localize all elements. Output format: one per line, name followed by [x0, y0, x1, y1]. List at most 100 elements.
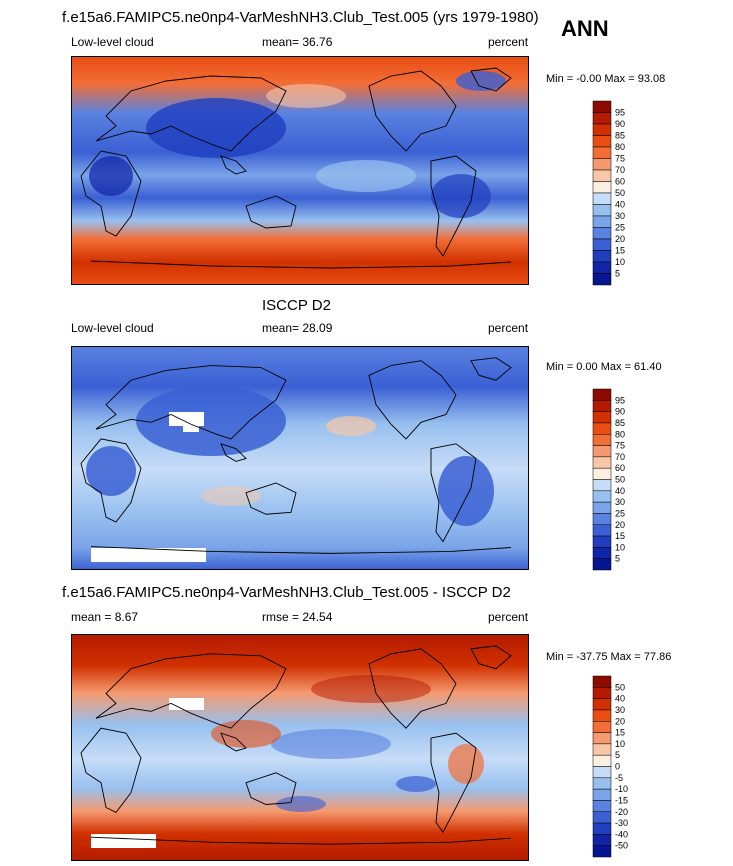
coastline — [471, 68, 511, 91]
panel-3-map — [71, 634, 529, 861]
colorbar-swatch — [592, 822, 612, 835]
colorbar-tick-label: 0 — [615, 762, 620, 772]
coastline — [431, 444, 476, 542]
coastline — [431, 733, 476, 832]
colorbar-tick-label: 40 — [615, 486, 625, 496]
coastline — [369, 649, 456, 728]
colorbar-swatch — [592, 434, 612, 446]
coastline — [221, 156, 246, 174]
panel-3-mean-label: mean = 8.67 — [71, 610, 139, 624]
colorbar-tick-label: 5 — [615, 269, 620, 279]
panel-3-units-label: percent — [488, 610, 529, 624]
colorbar-swatch — [592, 192, 612, 205]
colorbar-swatch — [592, 123, 612, 136]
coastline — [91, 837, 511, 844]
coastline — [471, 646, 511, 669]
colorbar-swatch — [592, 400, 612, 412]
colorbar-tick-label: 30 — [615, 211, 625, 221]
coastline — [96, 76, 286, 151]
colorbar-tick-label: 75 — [615, 441, 625, 451]
colorbar-swatch — [592, 422, 612, 435]
coastline — [81, 439, 141, 522]
coastline — [96, 654, 286, 728]
colorbar-tick-label: 10 — [615, 739, 625, 749]
colorbar-tick-label: 80 — [615, 429, 625, 439]
coastline — [246, 196, 296, 228]
colorbar-tick-label: 95 — [615, 108, 625, 118]
colorbar-swatch — [592, 754, 612, 767]
colorbar-swatch — [592, 261, 612, 274]
colorbar-swatch — [592, 490, 612, 503]
coastline — [369, 361, 456, 439]
colorbar-tick-label: 70 — [615, 165, 625, 175]
colorbar-tick-label: 90 — [615, 119, 625, 129]
colorbar-tick-label: -20 — [615, 807, 628, 817]
coastline — [221, 733, 246, 751]
colorbar-swatch — [592, 112, 612, 125]
colorbar-tick-label: 5 — [615, 554, 620, 564]
colorbar-swatch — [592, 479, 612, 492]
colorbar-tick-label: 95 — [615, 395, 625, 405]
panel-3-minmax-label: Min = -37.75 Max = 77.86 — [546, 651, 672, 663]
colorbar-tick-label: 85 — [615, 131, 625, 141]
colorbar-tick-label: 20 — [615, 520, 625, 530]
colorbar-swatch — [592, 204, 612, 217]
colorbar-tick-label: 75 — [615, 154, 625, 164]
colorbar-swatch — [592, 535, 612, 548]
colorbar-swatch — [592, 721, 612, 733]
colorbar-swatch — [592, 181, 612, 194]
panel-2-variable-label: Low-level cloud — [71, 321, 154, 335]
panel-1-coastlines — [81, 68, 511, 268]
colorbar-tick-label: 30 — [615, 497, 625, 507]
colorbar-tick-label: 60 — [615, 463, 625, 473]
colorbar-tick-label: -30 — [615, 818, 628, 828]
colorbar-swatch — [592, 135, 612, 148]
panel-2-units-label: percent — [488, 321, 529, 335]
colorbar-tick-label: 15 — [615, 531, 625, 541]
colorbar-swatch — [592, 547, 612, 559]
panel-2-mean-label: mean= 28.09 — [262, 321, 333, 335]
colorbar-tick-label: 50 — [615, 475, 625, 485]
panel-1-field-features — [89, 71, 506, 218]
panel-3-rmse-label: rmse = 24.54 — [262, 610, 333, 624]
colorbar-swatch — [592, 158, 612, 171]
colorbar-swatch — [592, 227, 612, 240]
colorbar-tick-label: -5 — [615, 773, 623, 783]
colorbar-swatch — [592, 766, 612, 779]
coastline — [246, 773, 296, 805]
colorbar-swatch — [592, 411, 612, 424]
coastline — [471, 358, 511, 380]
colorbar-swatch — [592, 146, 612, 159]
coastline — [246, 483, 296, 514]
colorbar-tick-label: -50 — [615, 841, 628, 851]
coastline — [369, 71, 456, 151]
colorbar-swatch — [592, 675, 612, 688]
colorbar-tick-label: -15 — [615, 795, 628, 805]
colorbar-swatch — [592, 273, 612, 286]
coastline — [81, 728, 141, 812]
colorbar-swatch — [592, 788, 612, 801]
colorbar-tick-label: 20 — [615, 234, 625, 244]
panel-2-field-features — [86, 386, 494, 526]
season-label: ANN — [561, 16, 609, 41]
colorbar-swatch — [592, 445, 612, 458]
colorbar-swatch — [592, 388, 612, 401]
colorbar-tick-label: 90 — [615, 407, 625, 417]
colorbar-swatch — [592, 687, 612, 699]
panel-1-units-label: percent — [488, 35, 529, 49]
colorbar-swatch — [592, 250, 612, 263]
colorbar-tick-label: -40 — [615, 829, 628, 839]
colorbar-tick-label: 80 — [615, 142, 625, 152]
colorbar-tick-label: 40 — [615, 200, 625, 210]
panel-2-field — [71, 346, 529, 570]
colorbar-swatch — [592, 732, 612, 745]
colorbar-tick-label: 50 — [615, 188, 625, 198]
colorbar-tick-label: 25 — [615, 223, 625, 233]
colorbar-swatch — [592, 558, 612, 571]
colorbar-swatch — [592, 215, 612, 228]
coastline — [431, 156, 476, 256]
panel-2-minmax-label: Min = 0.00 Max = 61.40 — [546, 361, 662, 373]
panel-2-coastlines — [81, 358, 511, 554]
